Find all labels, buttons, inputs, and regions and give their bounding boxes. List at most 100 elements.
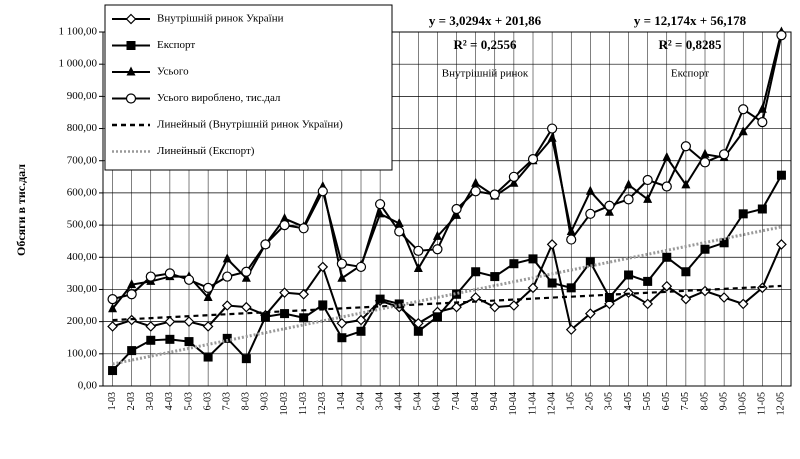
marker xyxy=(719,149,730,160)
marker xyxy=(221,300,233,311)
marker xyxy=(642,298,654,310)
marker xyxy=(584,308,596,319)
marker xyxy=(451,203,462,215)
marker xyxy=(585,185,595,195)
marker xyxy=(279,219,290,231)
x-tick-label: 11-03 xyxy=(298,392,309,415)
y-tick-label: 800,00 xyxy=(67,122,98,134)
x-tick-label: 6-04 xyxy=(432,392,443,410)
marker xyxy=(661,280,673,292)
x-tick-label: 7-03 xyxy=(222,392,233,410)
marker xyxy=(126,41,136,50)
marker xyxy=(490,272,500,282)
x-tick-label: 7-05 xyxy=(680,392,691,410)
annotation: y = 3,0294x + 201,86 xyxy=(429,13,542,28)
marker xyxy=(145,321,157,332)
marker xyxy=(108,303,118,313)
x-tick-label: 6-05 xyxy=(661,392,672,410)
marker xyxy=(776,30,787,41)
annotation: Внутрішній ринок xyxy=(442,68,529,80)
marker xyxy=(241,266,252,277)
marker xyxy=(126,66,136,76)
x-tick-label: 4-04 xyxy=(394,392,405,410)
x-tick-label: 5-03 xyxy=(183,392,194,410)
y-tick-label: 100,00 xyxy=(67,347,98,359)
x-tick-label: 1-04 xyxy=(336,392,347,410)
marker xyxy=(776,170,786,180)
marker xyxy=(337,333,347,343)
marker xyxy=(508,171,519,182)
marker xyxy=(298,288,310,300)
marker xyxy=(699,157,711,168)
legend-label: Внутрішній ринок України xyxy=(157,13,284,25)
marker xyxy=(413,326,423,336)
marker xyxy=(566,226,576,236)
marker xyxy=(471,267,481,277)
x-tick-label: 2-03 xyxy=(126,392,137,410)
marker xyxy=(299,313,309,323)
marker xyxy=(336,258,347,269)
x-tick-label: 10-04 xyxy=(508,392,519,415)
marker xyxy=(375,208,385,218)
marker xyxy=(183,316,195,327)
marker xyxy=(642,174,653,186)
x-tick-label: 9-04 xyxy=(489,392,500,410)
marker xyxy=(451,301,462,313)
marker xyxy=(375,294,385,304)
marker xyxy=(125,13,137,25)
legend-label: Експорт xyxy=(157,39,195,51)
y-tick-label: 1 000,00 xyxy=(59,58,98,70)
y-tick-label: 300,00 xyxy=(67,283,98,295)
y-tick-label: 900,00 xyxy=(67,90,98,102)
marker xyxy=(126,289,137,300)
marker xyxy=(719,238,729,248)
marker xyxy=(738,209,748,219)
series-line xyxy=(112,225,782,366)
x-tick-label: 9-05 xyxy=(718,392,729,410)
marker xyxy=(566,234,577,245)
marker xyxy=(604,200,615,211)
annotation: y = 12,174x + 56,178 xyxy=(634,13,747,28)
marker xyxy=(145,271,156,282)
marker xyxy=(643,193,653,203)
x-tick-label: 10-05 xyxy=(738,392,749,415)
marker xyxy=(241,272,251,282)
x-tick-label: 8-03 xyxy=(241,392,252,410)
marker xyxy=(718,292,730,303)
marker xyxy=(298,223,309,234)
x-tick-label: 11-04 xyxy=(527,392,538,415)
marker xyxy=(260,239,271,250)
x-tick-label: 7-04 xyxy=(451,392,462,410)
marker xyxy=(566,283,576,293)
x-tick-label: 5-04 xyxy=(413,392,424,410)
marker xyxy=(356,326,366,336)
marker xyxy=(738,104,749,115)
marker xyxy=(127,346,137,356)
y-tick-label: 600,00 xyxy=(67,186,98,198)
marker xyxy=(681,179,691,189)
marker xyxy=(737,298,749,310)
annotation: R² = 0,2556 xyxy=(454,37,517,52)
marker xyxy=(585,257,595,267)
marker xyxy=(164,268,175,279)
marker xyxy=(432,312,442,322)
marker xyxy=(680,293,692,305)
marker xyxy=(470,186,481,197)
marker xyxy=(452,289,462,299)
marker xyxy=(375,199,386,210)
marker xyxy=(757,117,768,128)
y-tick-label: 1 100,00 xyxy=(59,26,98,38)
legend-label: Усього вироблено, тис.дал xyxy=(157,92,281,104)
marker xyxy=(107,294,118,305)
marker xyxy=(452,209,462,219)
marker xyxy=(184,337,194,347)
y-tick-label: 500,00 xyxy=(67,219,98,231)
x-tick-label: 10-03 xyxy=(279,392,290,415)
marker xyxy=(662,152,672,162)
marker xyxy=(624,270,634,280)
marker xyxy=(222,333,232,343)
marker xyxy=(108,366,118,376)
x-tick-label: 8-04 xyxy=(470,392,481,410)
marker xyxy=(107,321,118,332)
marker xyxy=(661,181,672,192)
